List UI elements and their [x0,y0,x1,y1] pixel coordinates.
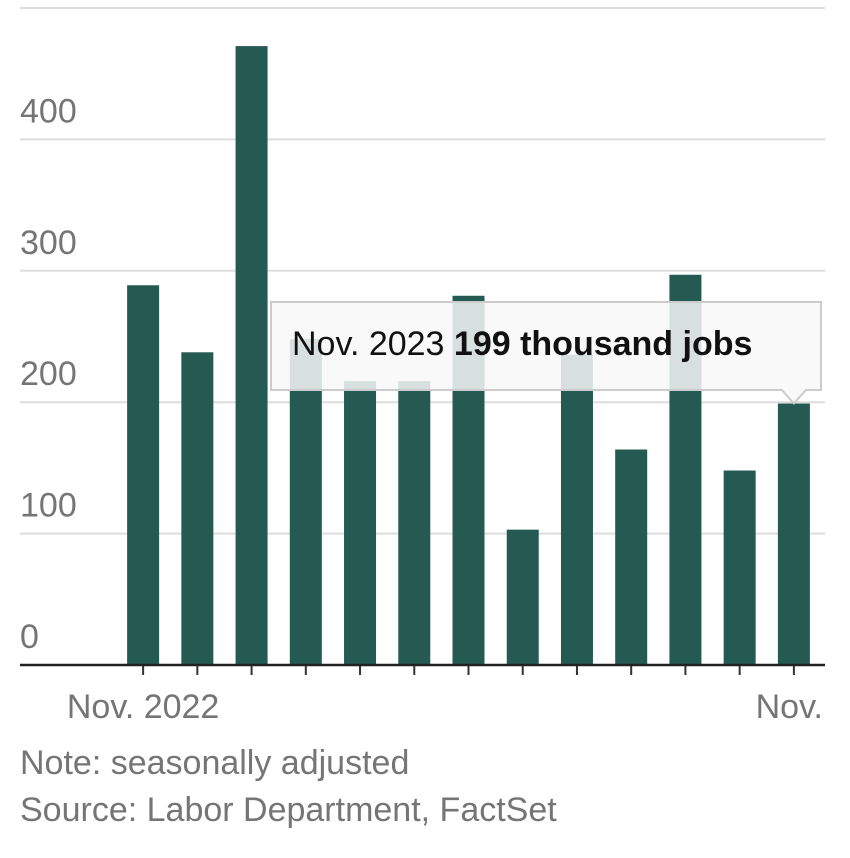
x-tick-label: Nov. [756,688,823,726]
bar [723,470,756,665]
source: Source: Labor Department, FactSet [20,791,557,829]
bar [181,352,214,665]
tooltip-text: Nov. 2023 199 thousand jobs [292,325,752,363]
y-tick-label: 400 [20,92,77,130]
bar [289,339,322,665]
y-tick-label: 200 [20,355,77,393]
y-tick-label: 100 [20,487,77,525]
bar [777,403,810,665]
bar [235,46,268,665]
tooltip-box [270,301,822,406]
x-tick-label: Nov. 2022 [67,688,219,726]
bar [398,381,431,665]
bar [506,529,539,665]
tooltip-value: 199 thousand jobs [454,325,753,363]
note: Note: seasonally adjusted [20,744,409,782]
y-tick-label: 300 [20,224,77,262]
bar [560,354,593,665]
bar [127,285,160,665]
bar [344,381,377,665]
tooltip-date: Nov. 2023 [292,325,444,363]
bar [615,449,648,665]
y-tick-label: 0 [20,618,39,656]
